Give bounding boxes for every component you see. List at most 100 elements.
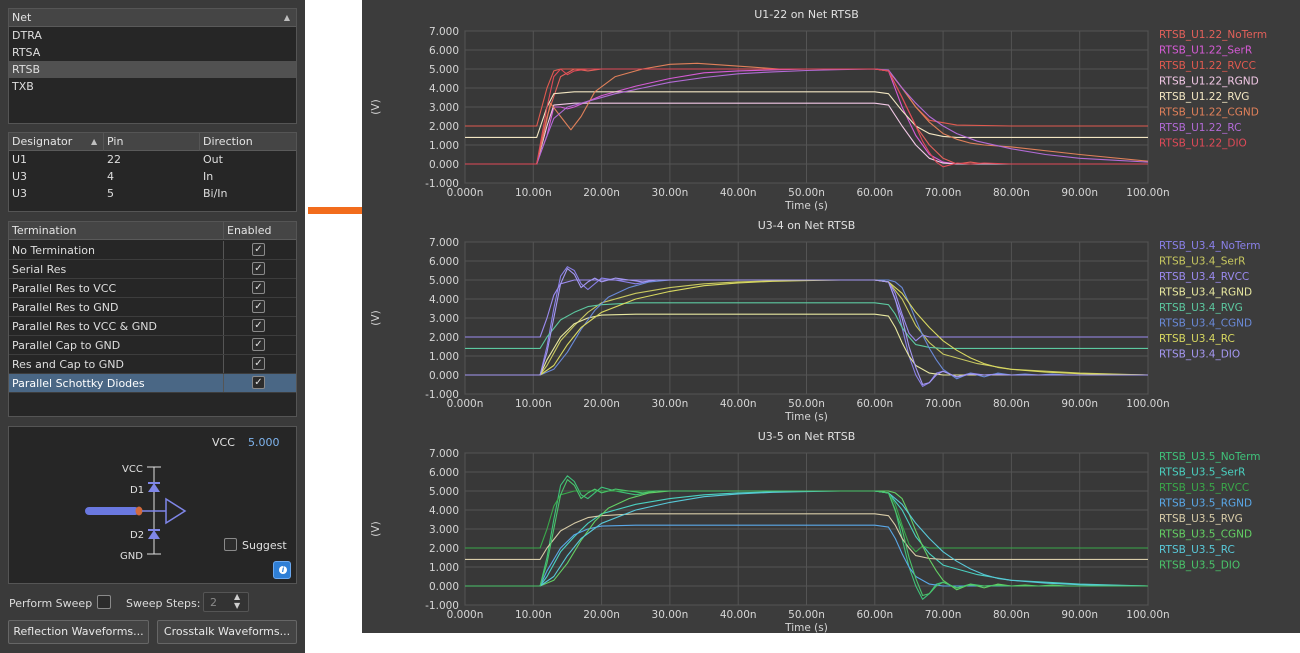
column-divider <box>223 241 224 260</box>
enabled-checkbox[interactable]: ✓ <box>252 376 265 389</box>
perform-sweep-checkbox[interactable] <box>97 595 111 609</box>
enabled-checkbox[interactable]: ✓ <box>252 281 265 294</box>
sweep-steps-spinbox[interactable]: 2 ▲ ▼ <box>203 592 249 612</box>
sort-up-icon[interactable]: ▲ <box>91 137 98 146</box>
termination-row[interactable]: Parallel Schottky Diodes ✓ <box>9 374 296 393</box>
series-line <box>465 268 1148 386</box>
enabled-checkbox[interactable]: ✓ <box>252 338 265 351</box>
table-row[interactable]: U3 4 In <box>9 168 296 185</box>
sort-up-icon[interactable]: ▲ <box>283 13 290 22</box>
y-tick-label: 1.000 <box>429 562 459 574</box>
termination-label: Parallel Res to VCC <box>12 282 117 295</box>
row-divider <box>9 335 296 336</box>
net-item-rtsb[interactable]: RTSB <box>9 61 296 78</box>
termination-row[interactable]: No Termination ✓ <box>9 241 296 260</box>
series-line <box>465 513 1148 560</box>
x-tick-label: 70.00n <box>925 187 962 199</box>
column-divider <box>199 133 200 151</box>
y-axis-label: (V) <box>370 521 382 536</box>
legend-entry: RTSB_U3.4_RC <box>1159 333 1235 345</box>
termination-row[interactable]: Parallel Res to GND ✓ <box>9 298 296 317</box>
x-tick-label: 40.00n <box>720 609 757 621</box>
termination-table[interactable]: Termination Enabled No Termination ✓ Seria… <box>8 221 297 417</box>
waveform-chart: U1-22 on Net RTSB 0.000n 10.00n 20.00n 30.00… <box>370 8 1267 212</box>
info-glyph: i <box>279 566 287 574</box>
legend-entry: RTSB_U1.22_RC <box>1159 122 1241 134</box>
waveform-chart: U3-5 on Net RTSB 0.000n 10.00n 20.00n 30.00n… <box>370 430 1260 633</box>
enabled-checkbox[interactable]: ✓ <box>252 300 265 313</box>
y-tick-label: 3.000 <box>429 102 459 114</box>
y-tick-label: 7.000 <box>429 448 459 460</box>
x-tick-label: 90.00n <box>1061 187 1098 199</box>
net-list-header[interactable]: Net ▲ <box>9 9 296 27</box>
termination-label: Parallel Cap to GND <box>12 339 121 352</box>
net-item-txb[interactable]: TXB <box>9 78 296 95</box>
table-row[interactable]: U1 22 Out <box>9 151 296 168</box>
crosstalk-waveforms-button[interactable]: Crosstalk Waveforms... <box>157 620 297 644</box>
y-tick-label: 4.000 <box>429 83 459 95</box>
termination-row[interactable]: Parallel Res to VCC & GND ✓ <box>9 317 296 336</box>
legend-entry: RTSB_U3.5_SerR <box>1159 467 1245 479</box>
spin-down-icon[interactable]: ▼ <box>234 601 241 610</box>
column-divider <box>223 298 224 317</box>
legend-entry: RTSB_U3.4_CGND <box>1159 318 1252 330</box>
schematic-d1-label: D1 <box>130 485 144 496</box>
enabled-column-header[interactable]: Enabled <box>227 224 272 237</box>
waveform-chart: U3-4 on Net RTSB 0.000n 10.00n 20.00n 30.00n… <box>370 219 1260 423</box>
direction-column-header[interactable]: Direction <box>203 135 253 148</box>
vcc-value[interactable]: 5.000 <box>248 436 280 449</box>
enabled-checkbox[interactable]: ✓ <box>252 357 265 370</box>
schematic-d2-label: D2 <box>130 530 144 541</box>
enabled-checkbox[interactable]: ✓ <box>252 262 265 275</box>
column-divider <box>223 222 224 240</box>
waveform-plots: U1-22 on Net RTSB 0.000n 10.00n 20.00n 30.00… <box>370 8 1267 633</box>
legend-entry: RTSB_U3.5_NoTerm <box>1159 451 1260 463</box>
pin-table[interactable]: Designator ▲ Pin Direction U1 22 Out U3 … <box>8 132 297 212</box>
series-line <box>465 279 1148 380</box>
net-header-label: Net <box>12 11 32 24</box>
pin-column-header[interactable]: Pin <box>107 135 124 148</box>
enabled-checkbox[interactable]: ✓ <box>252 243 265 256</box>
x-tick-label: 20.00n <box>583 609 620 621</box>
y-tick-label: 7.000 <box>429 237 459 249</box>
legend-entry: RTSB_U1.22_RVCC <box>1159 60 1256 72</box>
x-tick-label: 20.00n <box>583 187 620 199</box>
x-tick-label: 50.00n <box>788 398 825 410</box>
row-divider <box>9 373 296 374</box>
termination-row[interactable]: Res and Cap to GND ✓ <box>9 355 296 374</box>
x-tick-label: 60.00n <box>856 609 893 621</box>
enabled-checkbox[interactable]: ✓ <box>252 319 265 332</box>
net-list[interactable]: Net ▲ DTRA RTSA RTSB TXB <box>8 8 297 124</box>
termination-row[interactable]: Parallel Cap to GND ✓ <box>9 336 296 355</box>
x-tick-label: 60.00n <box>856 398 893 410</box>
spin-up-icon[interactable]: ▲ <box>234 592 241 601</box>
table-row[interactable]: U3 5 Bi/In <box>9 185 296 202</box>
x-tick-label: 90.00n <box>1061 398 1098 410</box>
info-icon[interactable]: i <box>273 561 291 579</box>
x-tick-label: 0.000n <box>447 398 484 410</box>
suggest-checkbox[interactable] <box>224 538 237 551</box>
termination-preview: VCC 5.000 VCC D1 D2 GND <box>8 426 297 584</box>
reflection-waveforms-button[interactable]: Reflection Waveforms... <box>8 620 149 644</box>
series-line <box>465 68 1149 165</box>
x-tick-label: 100.00n <box>1126 187 1169 199</box>
series-line <box>465 91 1148 138</box>
diode-d1-icon <box>148 482 160 492</box>
y-tick-label: 2.000 <box>429 543 459 555</box>
y-tick-label: 0.000 <box>429 581 459 593</box>
designator-column-header[interactable]: Designator <box>12 135 73 148</box>
termination-column-header[interactable]: Termination <box>12 224 77 237</box>
net-item-rtsa[interactable]: RTSA <box>9 44 296 61</box>
termination-row[interactable]: Parallel Res to VCC ✓ <box>9 279 296 298</box>
net-item-dtra[interactable]: DTRA <box>9 27 296 44</box>
schematic-vcc-label: VCC <box>122 464 143 475</box>
legend-entry: RTSB_U1.22_DIO <box>1159 138 1247 150</box>
sweep-steps-label: Sweep Steps: <box>126 597 201 610</box>
x-tick-label: 90.00n <box>1061 609 1098 621</box>
designator-cell: U3 <box>12 187 28 200</box>
termination-row[interactable]: Serial Res ✓ <box>9 260 296 279</box>
x-tick-label: 80.00n <box>993 398 1030 410</box>
net-item-label: TXB <box>12 80 34 93</box>
row-divider <box>9 259 296 260</box>
schematic-gnd-label: GND <box>120 551 143 562</box>
